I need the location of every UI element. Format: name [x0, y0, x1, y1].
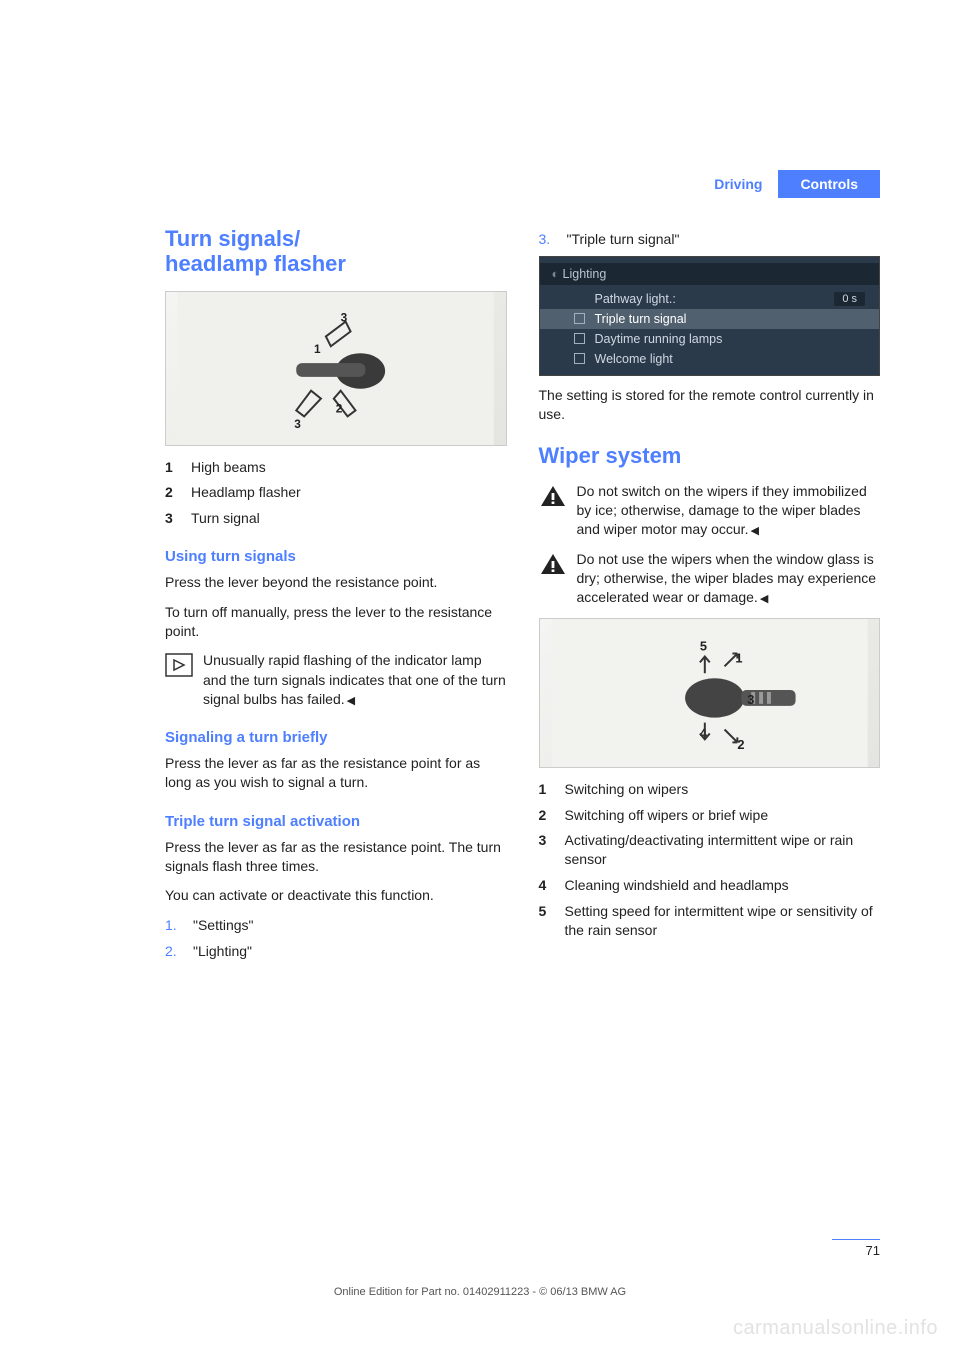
step-list-cont: 3."Triple turn signal" [539, 230, 881, 249]
legend-wiper: 1Switching on wipers 2Switching off wipe… [539, 780, 881, 940]
legend-item: 3Turn signal [165, 509, 507, 528]
body-text: Press the lever as far as the resistance… [165, 838, 507, 877]
left-column: Turn signals/ headlamp flasher 3 1 2 3 [165, 226, 507, 967]
body-text: The setting is stored for the remote con… [539, 386, 881, 425]
checkbox-icon [574, 333, 585, 344]
footer: Online Edition for Part no. 01402911223 … [0, 1282, 960, 1298]
heading-turn-signals: Turn signals/ headlamp flasher [165, 226, 507, 277]
svg-text:3: 3 [294, 417, 301, 431]
warning-icon [539, 484, 567, 508]
screen-row: Pathway light.: 0 s [540, 289, 880, 309]
svg-text:2: 2 [737, 737, 744, 752]
heading-triple-turn-signal: Triple turn signal activation [165, 813, 507, 830]
legend-item: 3Activating/deactivating intermittent wi… [539, 831, 881, 869]
right-column: 3."Triple turn signal" ◐ Lighting Pathwa… [539, 226, 881, 967]
legend-turn-signal: 1High beams 2Headlamp flasher 3Turn sign… [165, 458, 507, 529]
svg-text:1: 1 [314, 342, 321, 356]
heading-using-turn-signals: Using turn signals [165, 548, 507, 565]
svg-text:5: 5 [699, 638, 706, 653]
heading-signaling-briefly: Signaling a turn briefly [165, 729, 507, 746]
checkbox-icon [574, 353, 585, 364]
h1-line2: headlamp flasher [165, 251, 346, 276]
step-list: 1."Settings" 2."Lighting" [165, 916, 507, 961]
h1-line1: Turn signals/ [165, 226, 300, 251]
header-chapter: Controls [778, 170, 880, 198]
step-item: 1."Settings" [165, 916, 507, 935]
legend-item: 2Headlamp flasher [165, 483, 507, 502]
note-text: Unusually rapid flashing of the indicato… [203, 651, 507, 709]
legend-item: 1High beams [165, 458, 507, 477]
note-block: Unusually rapid flashing of the indicato… [165, 651, 507, 709]
step-item: 3."Triple turn signal" [539, 230, 881, 249]
screen-row: Daytime running lamps [540, 329, 880, 349]
body-text: Press the lever as far as the resistance… [165, 754, 507, 793]
svg-text:2: 2 [336, 401, 343, 415]
page-number: 71 [832, 1239, 880, 1258]
screen-row: Welcome light [540, 349, 880, 369]
legend-item: 4Cleaning windshield and headlamps [539, 876, 881, 895]
screen-value: 0 s [834, 292, 865, 306]
watermark: carmanualsonline.info [733, 1317, 938, 1340]
warning-block: Do not switch on the wipers if they immo… [539, 482, 881, 540]
body-text: To turn off manually, press the lever to… [165, 603, 507, 642]
figure-turn-signal-lever: 3 1 2 3 [165, 291, 507, 446]
header-bar: Driving Controls [165, 170, 880, 198]
svg-text:3: 3 [341, 310, 348, 324]
note-icon [165, 653, 193, 677]
body-text: Press the lever beyond the resistance po… [165, 573, 507, 592]
legend-item: 2Switching off wipers or brief wipe [539, 806, 881, 825]
figure-wiper-lever: 5 1 3 4 2 [539, 618, 881, 768]
body-text: You can activate or deactivate this func… [165, 886, 507, 905]
svg-text:3: 3 [747, 692, 754, 707]
step-item: 2."Lighting" [165, 942, 507, 961]
warning-icon [539, 552, 567, 576]
screen-row-selected: Triple turn signal [540, 309, 880, 329]
checkbox-icon [574, 313, 585, 324]
idrive-screen: ◐ Lighting Pathway light.: 0 s Triple tu… [539, 256, 881, 376]
footer-text: Online Edition for Part no. 01402911223 … [334, 1286, 626, 1298]
header-section: Driving [698, 170, 778, 198]
legend-item: 1Switching on wipers [539, 780, 881, 799]
screen-title: ◐ Lighting [540, 263, 880, 285]
heading-wiper-system: Wiper system [539, 443, 881, 468]
legend-item: 5Setting speed for intermittent wipe or … [539, 902, 881, 940]
warning-text: Do not switch on the wipers if they immo… [577, 482, 881, 540]
warning-block: Do not use the wipers when the window gl… [539, 550, 881, 608]
warning-text: Do not use the wipers when the window gl… [577, 550, 881, 608]
